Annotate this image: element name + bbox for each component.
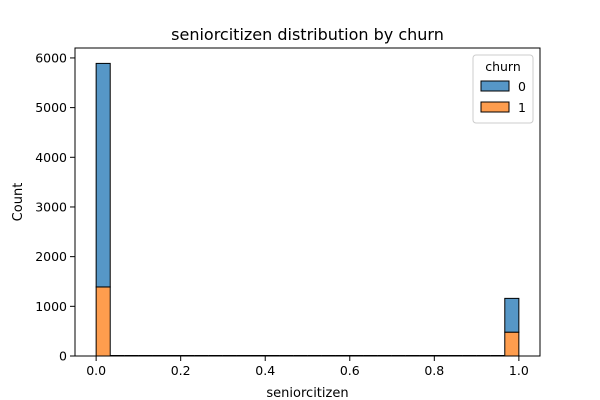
x-tick-label: 1.0: [509, 363, 529, 378]
y-tick-label: 1000: [35, 299, 67, 314]
legend: churn 0 1: [472, 54, 534, 124]
x-tick-label: 0.8: [424, 363, 444, 378]
legend-title: churn: [485, 59, 521, 74]
x-tick-label: 0.2: [171, 363, 191, 378]
legend-label-churn-1: 1: [518, 100, 526, 115]
x-tick-label: 0.0: [86, 363, 106, 378]
bar-seniorcitizen-1-churn-1: [504, 331, 520, 357]
bar-seniorcitizen-0-churn-0: [95, 62, 111, 288]
bar-seniorcitizen-1-churn-0: [504, 297, 520, 333]
chart-title: seniorcitizen distribution by churn: [171, 25, 444, 44]
y-tick-label: 5000: [35, 100, 67, 115]
y-tick-label: 4000: [35, 150, 67, 165]
x-tick-label: 0.6: [340, 363, 360, 378]
x-axis-label: seniorcitizen: [266, 386, 348, 400]
y-tick-label: 0: [59, 349, 67, 364]
y-tick-label: 3000: [35, 199, 67, 214]
y-axis-ticks: 0 1000 2000 3000 4000 5000 6000: [35, 50, 75, 364]
bar-seniorcitizen-0-churn-1: [95, 286, 111, 357]
y-tick-label: 2000: [35, 249, 67, 264]
y-axis-label: Count: [11, 183, 26, 222]
plot-frame: [74, 47, 541, 357]
legend-swatch-churn-1: [480, 101, 510, 113]
y-tick-label: 6000: [35, 50, 67, 65]
legend-label-churn-0: 0: [518, 79, 526, 94]
x-axis-ticks: 0.0 0.2 0.4 0.6 0.8 1.0: [86, 356, 529, 378]
x-tick-label: 0.4: [255, 363, 275, 378]
legend-swatch-churn-0: [480, 80, 510, 92]
